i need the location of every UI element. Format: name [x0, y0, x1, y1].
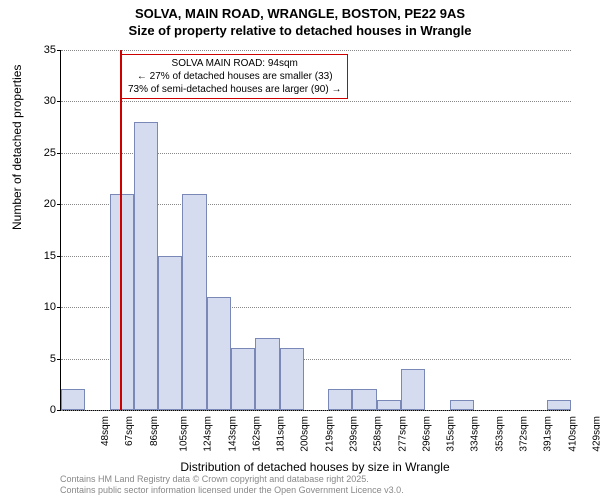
- x-tick-label: 219sqm: [324, 416, 335, 452]
- y-tick-label: 5: [26, 353, 56, 365]
- chart-plot-area: SOLVA MAIN ROAD: 94sqm← 27% of detached …: [60, 50, 571, 411]
- histogram-bar: [158, 256, 182, 410]
- x-tick-label: 105sqm: [179, 416, 190, 452]
- x-tick-label: 296sqm: [421, 416, 432, 452]
- footer-attribution: Contains HM Land Registry data © Crown c…: [60, 474, 404, 496]
- x-tick-label: 239sqm: [349, 416, 360, 452]
- x-tick-label: 372sqm: [519, 416, 530, 452]
- x-tick-label: 67sqm: [124, 416, 135, 446]
- x-tick-label: 429sqm: [591, 416, 600, 452]
- y-axis-label: Number of detached properties: [10, 65, 24, 230]
- x-tick-label: 334sqm: [470, 416, 481, 452]
- title-line-2: Size of property relative to detached ho…: [0, 23, 600, 40]
- x-tick-label: 391sqm: [543, 416, 554, 452]
- y-tick-mark: [57, 101, 61, 102]
- title-line-1: SOLVA, MAIN ROAD, WRANGLE, BOSTON, PE22 …: [0, 6, 600, 23]
- x-tick-label: 48sqm: [100, 416, 111, 446]
- x-tick-label: 86sqm: [149, 416, 160, 446]
- x-tick-label: 200sqm: [300, 416, 311, 452]
- histogram-bar: [182, 194, 206, 410]
- x-tick-label: 277sqm: [397, 416, 408, 452]
- x-tick-label: 143sqm: [227, 416, 238, 452]
- histogram-bar: [547, 400, 571, 410]
- x-tick-label: 315sqm: [446, 416, 457, 452]
- histogram-bar: [61, 389, 85, 410]
- y-tick-label: 0: [26, 404, 56, 416]
- x-tick-label: 181sqm: [276, 416, 287, 452]
- x-tick-label: 162sqm: [251, 416, 262, 452]
- grid-line: [61, 50, 571, 51]
- y-tick-mark: [57, 359, 61, 360]
- y-tick-mark: [57, 50, 61, 51]
- x-tick-label: 258sqm: [373, 416, 384, 452]
- annotation-box: SOLVA MAIN ROAD: 94sqm← 27% of detached …: [121, 54, 348, 99]
- annotation-line: 73% of semi-detached houses are larger (…: [128, 83, 341, 96]
- annotation-line: SOLVA MAIN ROAD: 94sqm: [128, 57, 341, 70]
- y-tick-label: 30: [26, 95, 56, 107]
- histogram-bar: [450, 400, 474, 410]
- histogram-bar: [328, 389, 352, 410]
- histogram-bar: [134, 122, 158, 410]
- footer-line-2: Contains public sector information licen…: [60, 485, 404, 496]
- x-tick-label: 410sqm: [567, 416, 578, 452]
- y-tick-label: 25: [26, 147, 56, 159]
- y-tick-mark: [57, 204, 61, 205]
- histogram-bar: [401, 369, 425, 410]
- x-tick-label: 353sqm: [494, 416, 505, 452]
- y-tick-mark: [57, 153, 61, 154]
- annotation-line: ← 27% of detached houses are smaller (33…: [128, 70, 341, 83]
- x-tick-label: 124sqm: [203, 416, 214, 452]
- y-tick-mark: [57, 307, 61, 308]
- histogram-bar: [280, 348, 304, 410]
- y-tick-mark: [57, 410, 61, 411]
- x-axis-label: Distribution of detached houses by size …: [60, 460, 570, 474]
- chart-title: SOLVA, MAIN ROAD, WRANGLE, BOSTON, PE22 …: [0, 0, 600, 40]
- y-tick-label: 10: [26, 301, 56, 313]
- y-tick-label: 35: [26, 44, 56, 56]
- y-tick-label: 15: [26, 250, 56, 262]
- footer-line-1: Contains HM Land Registry data © Crown c…: [60, 474, 404, 485]
- grid-line: [61, 410, 571, 411]
- histogram-bar: [207, 297, 231, 410]
- histogram-bar: [231, 348, 255, 410]
- reference-marker-line: [120, 50, 122, 410]
- histogram-bar: [377, 400, 401, 410]
- y-tick-label: 20: [26, 198, 56, 210]
- y-tick-mark: [57, 256, 61, 257]
- histogram-bar: [352, 389, 376, 410]
- histogram-bar: [255, 338, 279, 410]
- grid-line: [61, 101, 571, 102]
